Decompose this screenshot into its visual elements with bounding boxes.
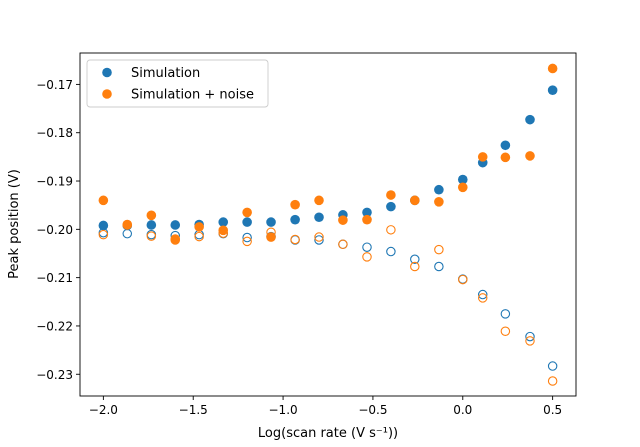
data-point [362, 207, 372, 218]
x-tick-label: −1.5 [179, 403, 208, 417]
data-point [500, 140, 511, 151]
y-tick-label: −0.17 [36, 78, 73, 92]
data-point [386, 225, 396, 235]
data-marks [98, 63, 558, 386]
data-point [338, 239, 348, 250]
legend-box [86, 59, 269, 108]
data-point [410, 195, 420, 206]
data-point [242, 236, 252, 247]
y-axis-label: Peak position (V) [7, 169, 22, 279]
y-tick-label: −0.20 [36, 223, 73, 237]
data-point [218, 228, 228, 238]
data-point [547, 85, 558, 95]
data-point [500, 309, 511, 319]
x-tick-label: 0.5 [543, 403, 562, 417]
x-tick-label: −0.5 [358, 403, 387, 417]
plot-frame [79, 52, 577, 397]
data-point [477, 293, 488, 303]
data-point [170, 235, 180, 245]
y-tick-label: −0.22 [36, 319, 73, 333]
legend-marker-simulation-noise [102, 89, 112, 99]
data-point [98, 229, 109, 240]
data-point [386, 190, 396, 200]
data-point [500, 152, 511, 163]
data-point [218, 217, 229, 227]
data-point [266, 232, 276, 242]
data-point [290, 214, 300, 225]
data-point [98, 195, 109, 206]
data-point [242, 232, 252, 243]
data-point [242, 207, 252, 218]
data-point [146, 231, 157, 241]
data-point [547, 63, 558, 74]
y-tick-label: −0.18 [36, 126, 73, 140]
data-point [146, 220, 157, 230]
data-point [525, 336, 535, 346]
data-point [525, 151, 535, 161]
data-point [194, 222, 204, 232]
x-axis-label: Log(scan rate (V s⁻¹)) [258, 426, 398, 441]
data-point [458, 274, 468, 285]
data-point [386, 201, 396, 212]
data-point [290, 234, 300, 245]
data-point [547, 376, 558, 386]
data-point [434, 261, 444, 272]
data-point [477, 152, 488, 162]
data-point [457, 174, 468, 185]
x-tick-label: −2.0 [89, 403, 118, 417]
data-point [194, 231, 204, 242]
data-point [314, 212, 324, 223]
data-point [122, 220, 133, 230]
data-point [290, 199, 300, 210]
legend: Simulation Simulation + noise [86, 59, 269, 108]
data-point [314, 195, 324, 206]
y-axis: −0.17 −0.18 −0.19 −0.20 −0.21 −0.22 −0.23 [36, 78, 80, 382]
data-point [266, 227, 276, 237]
data-point [314, 232, 324, 242]
data-point [266, 217, 276, 227]
x-tick-label: 0.0 [453, 403, 472, 417]
data-point [218, 225, 229, 236]
data-point [362, 242, 372, 252]
data-point [477, 289, 488, 300]
data-point [410, 254, 420, 265]
data-point [146, 210, 157, 221]
data-point [170, 220, 181, 230]
data-point [434, 184, 444, 195]
y-tick-label: −0.23 [36, 368, 73, 382]
data-point [434, 244, 444, 255]
legend-label-simulation: Simulation [131, 66, 200, 81]
data-point [410, 261, 420, 272]
data-point [242, 217, 252, 227]
y-tick-label: −0.19 [36, 175, 73, 189]
x-tick-label: −1.0 [269, 403, 298, 417]
data-point [386, 246, 396, 257]
data-point [547, 361, 558, 371]
legend-label-simulation-noise: Simulation + noise [131, 88, 254, 103]
data-point [362, 252, 372, 262]
data-point [525, 331, 535, 342]
data-point [314, 235, 324, 245]
y-tick-label: −0.21 [36, 271, 73, 285]
legend-marker-simulation [102, 67, 112, 78]
data-point [434, 196, 444, 207]
data-point [122, 219, 133, 230]
data-point [525, 114, 535, 125]
data-point [362, 214, 372, 225]
data-point [338, 215, 348, 225]
x-axis: −2.0 −1.5 −1.0 −0.5 0.0 0.5 [89, 396, 562, 417]
data-point [98, 220, 109, 231]
data-point [500, 326, 511, 337]
data-point [457, 182, 468, 193]
